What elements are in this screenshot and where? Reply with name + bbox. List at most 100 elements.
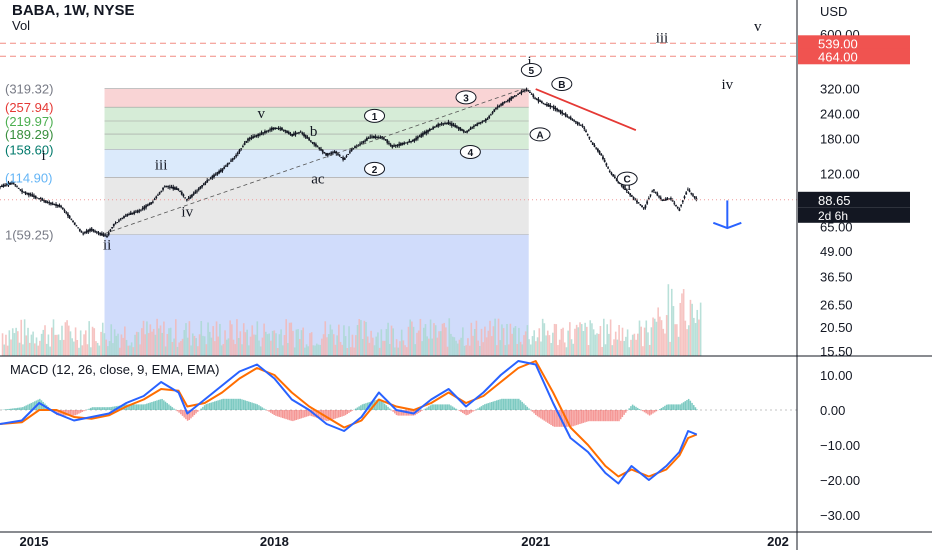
macd-hist-bar (667, 404, 670, 410)
volume-bar (625, 336, 627, 356)
volume-bar (197, 346, 199, 356)
macd-hist-bar (512, 398, 515, 410)
candle-body (167, 186, 170, 188)
volume-bar (108, 341, 111, 356)
volume-bar (110, 324, 113, 356)
macd-hist-bar (572, 410, 574, 427)
macd-hist-bar (73, 410, 75, 416)
macd-hist-bar (428, 406, 430, 410)
volume-bar (129, 345, 131, 356)
candle-body (571, 119, 574, 121)
candle-body (33, 195, 35, 197)
volume-bar (275, 333, 277, 356)
macd-hist-bar (397, 410, 399, 416)
macd-hist-bar (157, 399, 160, 410)
volume-bar (49, 346, 51, 356)
candle-body (265, 130, 268, 132)
macd-hist-bar (659, 409, 661, 410)
macd-hist-bar (647, 410, 649, 415)
volume-bar (512, 327, 515, 356)
candle-body (636, 200, 638, 203)
candle-body (38, 198, 40, 200)
fib-label: (114.90) (5, 170, 52, 185)
candle-body (583, 127, 586, 129)
circled-label: 2 (372, 165, 378, 176)
candle-body (332, 152, 334, 154)
volume-bar (265, 331, 267, 356)
macd-hist-bar (214, 401, 216, 410)
macd-hist-bar (246, 400, 248, 410)
candle-body (444, 122, 446, 124)
candle-body (391, 145, 394, 148)
candle-body (354, 146, 356, 149)
volume-bar (327, 334, 330, 356)
candle-body (579, 124, 582, 126)
candle-body (343, 157, 346, 160)
volume-bar (490, 336, 493, 356)
candle-body (124, 215, 127, 217)
macd-hist-bar (450, 405, 452, 410)
candle-body (610, 172, 613, 175)
macd-hist-bar (499, 399, 501, 410)
volume-bar (212, 326, 214, 356)
macd-hist-bar (526, 406, 529, 410)
volume-bar (460, 337, 462, 356)
macd-hist-bar (484, 404, 486, 410)
macd-hist-bar (602, 410, 605, 422)
volume-bar (338, 324, 340, 356)
candle-body (240, 148, 243, 150)
volume-bar (35, 337, 38, 356)
wave-label: iv (721, 77, 733, 93)
volume-bar (166, 333, 169, 356)
volume-bar (234, 344, 237, 356)
volume-bar (266, 334, 269, 356)
candle-body (401, 142, 404, 145)
candle-body (22, 191, 25, 193)
candle-body (94, 231, 97, 233)
candle-body (27, 192, 30, 196)
candle-body (151, 201, 154, 203)
macd-hist-bar (487, 403, 489, 410)
macd-hist-bar (686, 400, 688, 410)
volume-bar (317, 344, 320, 356)
candle-body (102, 233, 105, 237)
candle-body (566, 115, 569, 117)
volume-bar (477, 340, 479, 356)
volume-bar (13, 333, 16, 356)
volume-bar (127, 345, 130, 356)
red-trendline (535, 88, 637, 131)
candle-body (688, 190, 691, 192)
volume-bar (623, 340, 626, 356)
candle-body (145, 205, 147, 208)
volume-bar (139, 344, 141, 356)
candle-body (180, 191, 183, 195)
macd-hist-bar (546, 410, 549, 423)
volume-bar (472, 335, 474, 356)
volume-bar (558, 339, 561, 356)
price-tick: 320.00 (820, 82, 860, 97)
candle-body (462, 130, 465, 132)
candle-body (428, 128, 431, 132)
candle-body (134, 211, 137, 213)
volume-bar (550, 342, 552, 356)
candle-body (10, 182, 13, 184)
volume-bar (383, 340, 386, 356)
circled-label: A (536, 130, 543, 141)
circled-label-ring (551, 76, 573, 91)
macd-hist-bar (173, 408, 175, 410)
macd-hist-bar (472, 410, 474, 412)
volume-bar (98, 345, 101, 356)
candle-body (192, 193, 195, 195)
volume-bar (309, 333, 311, 356)
volume-bar (151, 331, 153, 356)
volume-bar (677, 336, 680, 356)
macd-hist-bar (630, 406, 632, 410)
macd-hist-bar (625, 410, 627, 413)
signal-line (0, 360, 698, 478)
candle-body (593, 145, 596, 147)
candle-body (602, 156, 604, 160)
macd-hist-bar (674, 404, 676, 410)
volume-bar (611, 345, 614, 356)
